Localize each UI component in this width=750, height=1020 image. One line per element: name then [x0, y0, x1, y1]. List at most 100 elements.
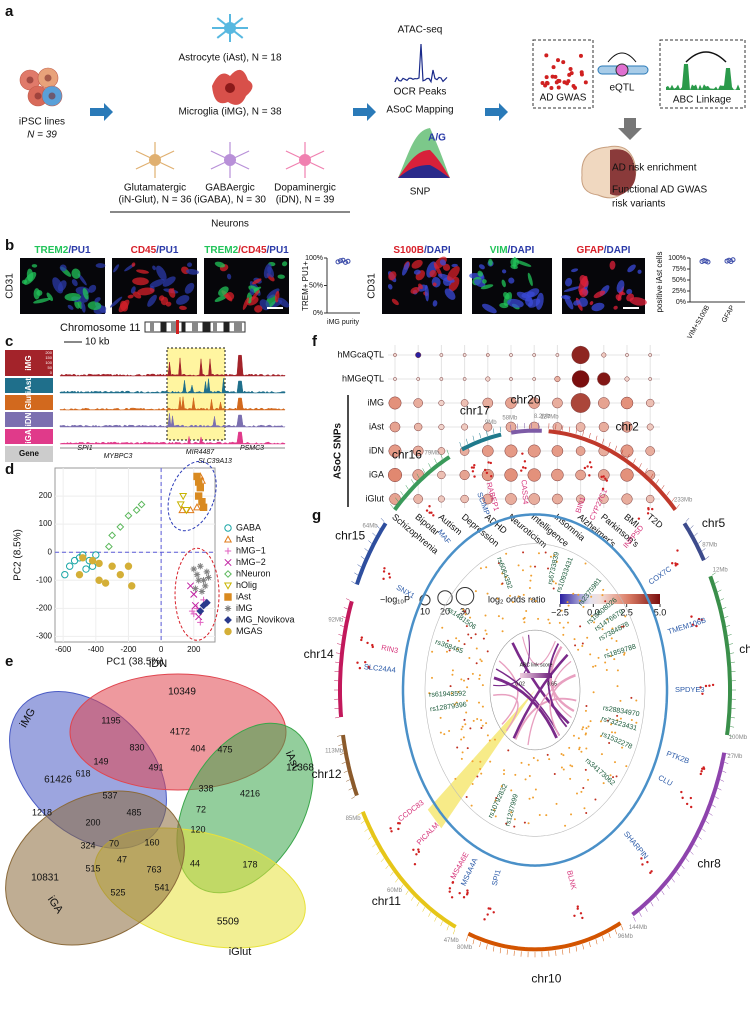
allele-area [398, 165, 450, 178]
panel-label: f [312, 333, 318, 350]
arc-tick [644, 907, 648, 912]
dot [554, 375, 561, 383]
snp-dot [558, 621, 561, 624]
signal-dot [573, 914, 576, 917]
signal-dot [697, 617, 701, 621]
arc-tick [701, 828, 706, 832]
arc-tick [335, 717, 340, 719]
signal-dot [680, 790, 683, 794]
flow-arrow [90, 103, 113, 121]
snp-dot [467, 633, 470, 636]
arc-tick [335, 661, 340, 663]
signal-dot [637, 517, 641, 520]
gwas-dot [556, 85, 561, 90]
snp-dot [613, 658, 616, 661]
y-tick-label: 50% [309, 282, 323, 289]
chromosome-arc [548, 429, 677, 511]
icon-body [149, 154, 161, 166]
cell [561, 295, 571, 300]
cell [482, 303, 497, 314]
legend-label: GABA [236, 522, 261, 532]
dot [412, 445, 424, 457]
arc-tick [650, 901, 654, 907]
snp-dot [486, 650, 489, 653]
snp-dot [522, 617, 525, 620]
nucleus-icon [225, 83, 235, 93]
region-count: 160 [144, 837, 159, 847]
region-count: 178 [242, 859, 257, 869]
point [104, 542, 113, 551]
snp-dot [456, 746, 459, 749]
cell [23, 271, 37, 285]
dot [552, 493, 563, 505]
position-label: 96Mb [618, 934, 634, 940]
region-count: 338 [198, 783, 213, 793]
snp-dot [486, 734, 489, 737]
snp-dot [615, 639, 618, 642]
snp-dot [482, 637, 485, 640]
dot [416, 377, 421, 381]
snp-dot [463, 643, 466, 646]
dot [646, 398, 655, 408]
snp-dot [528, 774, 531, 777]
cell [439, 259, 447, 266]
point [199, 503, 208, 511]
snp-dot [475, 647, 478, 650]
dot [552, 397, 563, 409]
dot [413, 398, 423, 408]
cell [565, 277, 573, 287]
cell [482, 279, 487, 284]
chromosome-label: chr7 [739, 642, 750, 656]
snp-dot [504, 576, 507, 579]
arc-tick [698, 836, 702, 840]
stain-part: /PU1 [267, 245, 290, 256]
snp-dot [554, 582, 557, 585]
arc-tick [428, 912, 431, 917]
stain-part: /PU1 [68, 245, 91, 256]
snp-dot [635, 699, 638, 702]
arc-tick [661, 890, 665, 895]
label: AD risk enrichment [612, 163, 697, 174]
arc-tick [472, 435, 475, 441]
arc-tick [338, 634, 343, 636]
arc-tick [608, 442, 611, 448]
flow-arrow [485, 103, 508, 121]
region-count: 475 [217, 744, 232, 754]
gene-name: SLC24A4 [363, 662, 396, 674]
snp-dot [465, 699, 468, 702]
snp-dot [472, 719, 475, 722]
signal-dot [382, 577, 385, 581]
highlight-wedge [427, 690, 535, 829]
gene-name: CASS4 [520, 479, 531, 504]
gene-name: COX7C [647, 564, 674, 587]
snp-dot [460, 757, 463, 760]
snp-dot [597, 656, 600, 659]
arc-tick [656, 896, 659, 901]
dot [504, 468, 518, 482]
arc-tick [676, 504, 680, 509]
snp-dot [553, 773, 556, 776]
y-tick-label: 25% [672, 288, 686, 295]
signal-dot [579, 912, 583, 915]
snp-dot [573, 638, 576, 641]
snp-dot [497, 562, 500, 565]
snp-dot [584, 732, 587, 735]
point [202, 598, 211, 607]
gwas-dot [579, 70, 584, 75]
cell [251, 286, 262, 292]
signal-dot [521, 466, 525, 469]
snp-dot [527, 822, 530, 825]
signal-dot [524, 466, 527, 470]
x-tick-label: 200 [187, 645, 201, 654]
snp-dot [578, 599, 581, 602]
signal-dot [590, 465, 593, 469]
snp-dot [500, 785, 503, 788]
snp-dot [522, 551, 525, 554]
label: log₂ odds ratio [488, 594, 546, 604]
arc-tick [376, 851, 380, 855]
snp-dot [529, 565, 532, 568]
ideogram-band [150, 322, 154, 332]
arc-tick [395, 878, 399, 883]
signal-dot [700, 618, 703, 622]
signal-dot [388, 576, 392, 579]
